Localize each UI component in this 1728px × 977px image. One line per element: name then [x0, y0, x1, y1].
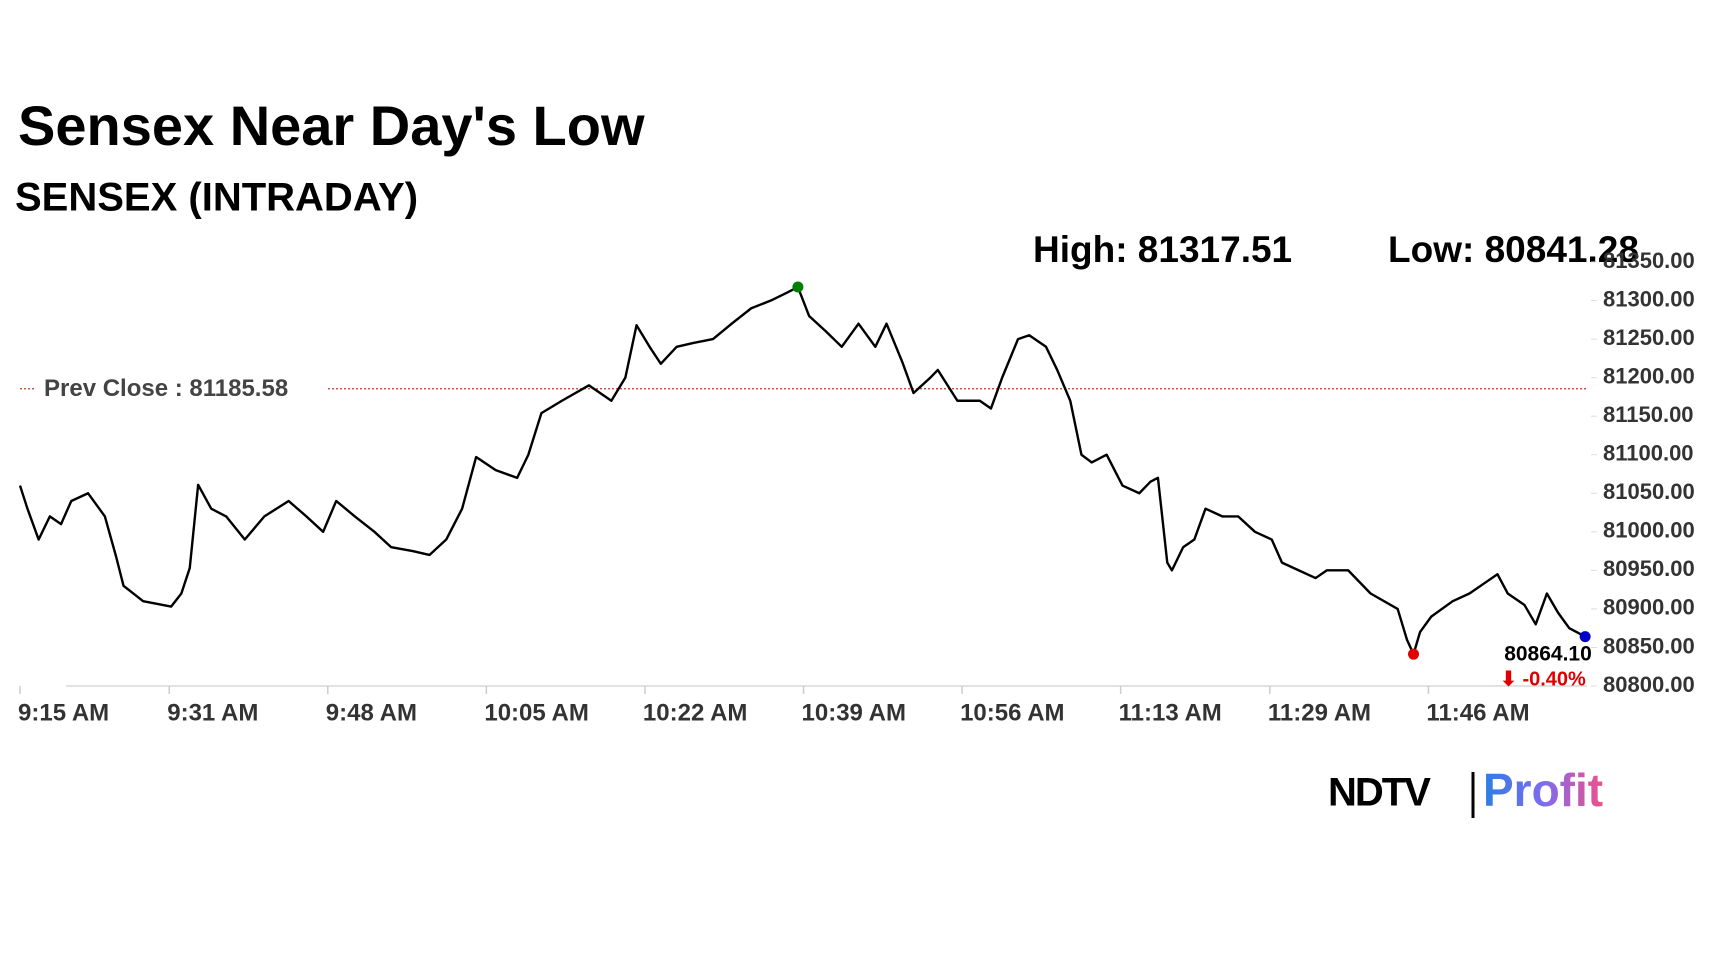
y-tick-label: 81150.00: [1603, 402, 1694, 427]
x-tick-label: 10:05 AM: [484, 699, 588, 726]
y-tick-label: 80800.00: [1603, 672, 1695, 697]
x-tick-label: 10:22 AM: [643, 699, 747, 726]
y-tick-label: 80900.00: [1603, 595, 1695, 620]
x-tick-label: 10:39 AM: [802, 699, 906, 726]
y-tick-label: 81300.00: [1603, 286, 1695, 311]
y-tick-label: 81250.00: [1603, 325, 1695, 350]
y-tick-label: 81200.00: [1603, 363, 1695, 388]
low-label: Low: 80841.28: [1388, 229, 1639, 270]
y-tick-label: 81350.00: [1603, 248, 1695, 273]
x-tick-label: 11:13 AM: [1119, 699, 1222, 726]
logo-product: Profit: [1483, 764, 1603, 816]
x-tick-label: 11:29 AM: [1268, 699, 1371, 726]
y-tick-label: 81050.00: [1603, 479, 1695, 504]
chart-subtitle: SENSEX (INTRADAY): [15, 176, 418, 220]
reference-label-bg: [36, 374, 326, 403]
last-value-label: 80864.10: [1504, 643, 1592, 666]
y-tick-label: 80850.00: [1603, 633, 1695, 658]
x-tick-label: 11:46 AM: [1426, 699, 1529, 726]
y-tick-label: 81000.00: [1603, 518, 1695, 543]
x-tick-label: 9:15 AM: [18, 699, 109, 726]
price-line: [18, 285, 1586, 656]
x-tick-label: 9:48 AM: [326, 699, 417, 726]
logo-brand: NDTV: [1328, 771, 1431, 815]
y-tick-label: 80950.00: [1603, 556, 1695, 581]
last-marker: [1579, 631, 1591, 643]
x-tick-label: 10:56 AM: [960, 699, 1064, 726]
high-marker: [792, 281, 804, 293]
y-tick-label: 81100.00: [1603, 441, 1694, 466]
high-label: High: 81317.51: [1033, 229, 1292, 270]
chart-title: Sensex Near Day's Low: [18, 94, 645, 157]
x-tick-label: 9:31 AM: [167, 699, 258, 726]
reference-label: Prev Close : 81185.58: [44, 375, 288, 402]
low-marker: [1408, 648, 1420, 660]
change-label: ⬇ -0.40%: [1500, 668, 1586, 690]
